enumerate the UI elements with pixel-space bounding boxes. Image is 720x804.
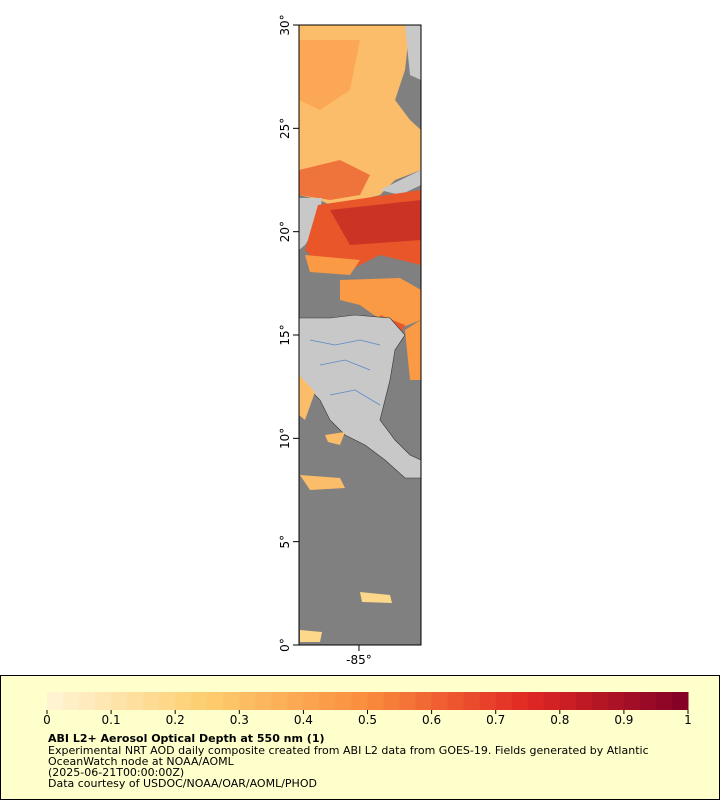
colorbar-swatch	[47, 692, 64, 710]
colorbar-swatch	[399, 692, 417, 710]
colorbar-swatch	[175, 692, 192, 710]
legend-line: Data courtesy of USDOC/NOAA/OAR/AOML/PHO…	[48, 777, 317, 790]
colorbar-swatch	[303, 692, 320, 710]
colorbar-swatch	[143, 692, 160, 710]
y-tick-label: 20°	[278, 221, 292, 242]
y-tick-label: 5°	[278, 535, 292, 549]
colorbar-tick-label: 0.6	[422, 713, 441, 727]
colorbar-swatch	[623, 692, 641, 710]
aerosol-area	[360, 592, 392, 603]
aerosol-area	[299, 160, 370, 200]
legend-line: OceanWatch node at NOAA/AOML	[48, 755, 235, 768]
land	[380, 170, 421, 195]
colorbar-tick-label: 0.7	[486, 713, 505, 727]
colorbar-swatch	[639, 692, 657, 710]
colorbar-tick-label: 0.3	[230, 713, 249, 727]
colorbar-swatch	[447, 692, 465, 710]
colorbar-swatch	[351, 692, 368, 710]
colorbar-tick-label: 1	[684, 713, 692, 727]
colorbar-swatch	[335, 692, 352, 710]
colorbar-swatch	[367, 692, 385, 710]
colorbar-swatch	[239, 692, 256, 710]
colorbar-swatch	[591, 692, 609, 710]
aerosol-area	[330, 200, 421, 245]
colorbar-tick-label: 0.4	[294, 713, 313, 727]
y-tick-label: 25°	[278, 118, 292, 139]
legend-line: Experimental NRT AOD daily composite cre…	[48, 744, 649, 757]
colorbar-swatch	[671, 692, 689, 710]
map	[298, 24, 422, 646]
colorbar-swatch	[607, 692, 625, 710]
colorbar-swatch	[79, 692, 96, 710]
aerosol-area	[340, 278, 421, 330]
colorbar-swatch	[431, 692, 449, 710]
colorbar-swatch	[63, 692, 80, 710]
aerosol-area	[305, 255, 360, 275]
colorbar-swatch	[255, 692, 272, 710]
colorbar-swatch	[223, 692, 240, 710]
aerosol-area	[300, 475, 345, 490]
colorbar-swatch	[415, 692, 433, 710]
aerosol-area	[299, 40, 360, 110]
colorbar-tick-label: 0.1	[102, 713, 121, 727]
river	[309, 339, 381, 406]
colorbar-swatch	[383, 692, 401, 710]
colorbar-swatch	[287, 692, 304, 710]
colorbar-tick-label: 0.8	[550, 713, 569, 727]
aerosol-area	[405, 320, 421, 380]
aerosol-area	[325, 432, 345, 445]
colorbar-swatch	[159, 692, 176, 710]
axes: 30° 25° 20° 15° 10° 5° 0° -85°	[278, 14, 372, 667]
colorbar-tick-label: 0.5	[358, 713, 377, 727]
colorbar-swatch	[111, 692, 128, 710]
y-tick-label: 30°	[278, 14, 292, 35]
land	[298, 314, 422, 479]
colorbar-swatch	[511, 692, 529, 710]
legend-title: ABI L2+ Aerosol Optical Depth at 550 nm …	[48, 732, 325, 745]
colorbar-tick-label: 0	[43, 713, 51, 727]
land	[299, 198, 322, 250]
aerosol-area	[299, 375, 315, 420]
colorbar-swatch	[543, 692, 561, 710]
y-tick-label: 10°	[278, 428, 292, 449]
y-tick-label: 15°	[278, 324, 292, 345]
y-tick-label: 0°	[278, 638, 292, 652]
colorbar-swatch	[527, 692, 545, 710]
colorbar-swatch	[559, 692, 577, 710]
colorbar-swatch	[191, 692, 208, 710]
colorbar-tick-label: 0.9	[614, 713, 633, 727]
colorbar-swatch	[207, 692, 224, 710]
colorbar-swatch	[479, 692, 497, 710]
colorbar-swatch	[575, 692, 593, 710]
land	[405, 25, 421, 80]
aerosol-area	[300, 630, 322, 642]
colorbar-swatch	[655, 692, 673, 710]
colorbar-swatch	[463, 692, 481, 710]
colorbar: 0 0.1 0.2 0.3 0.4 0.5 0.6 0.7 0.8 0.9 1	[43, 692, 692, 727]
legend-line: (2025-06-21T00:00:00Z)	[48, 766, 184, 779]
colorbar-swatch	[319, 692, 336, 710]
colorbar-swatch	[271, 692, 288, 710]
colorbar-tick-label: 0.2	[166, 713, 185, 727]
colorbar-swatch	[95, 692, 112, 710]
x-tick-label: -85°	[346, 653, 372, 667]
colorbar-swatch	[127, 692, 144, 710]
colorbar-swatch	[495, 692, 513, 710]
